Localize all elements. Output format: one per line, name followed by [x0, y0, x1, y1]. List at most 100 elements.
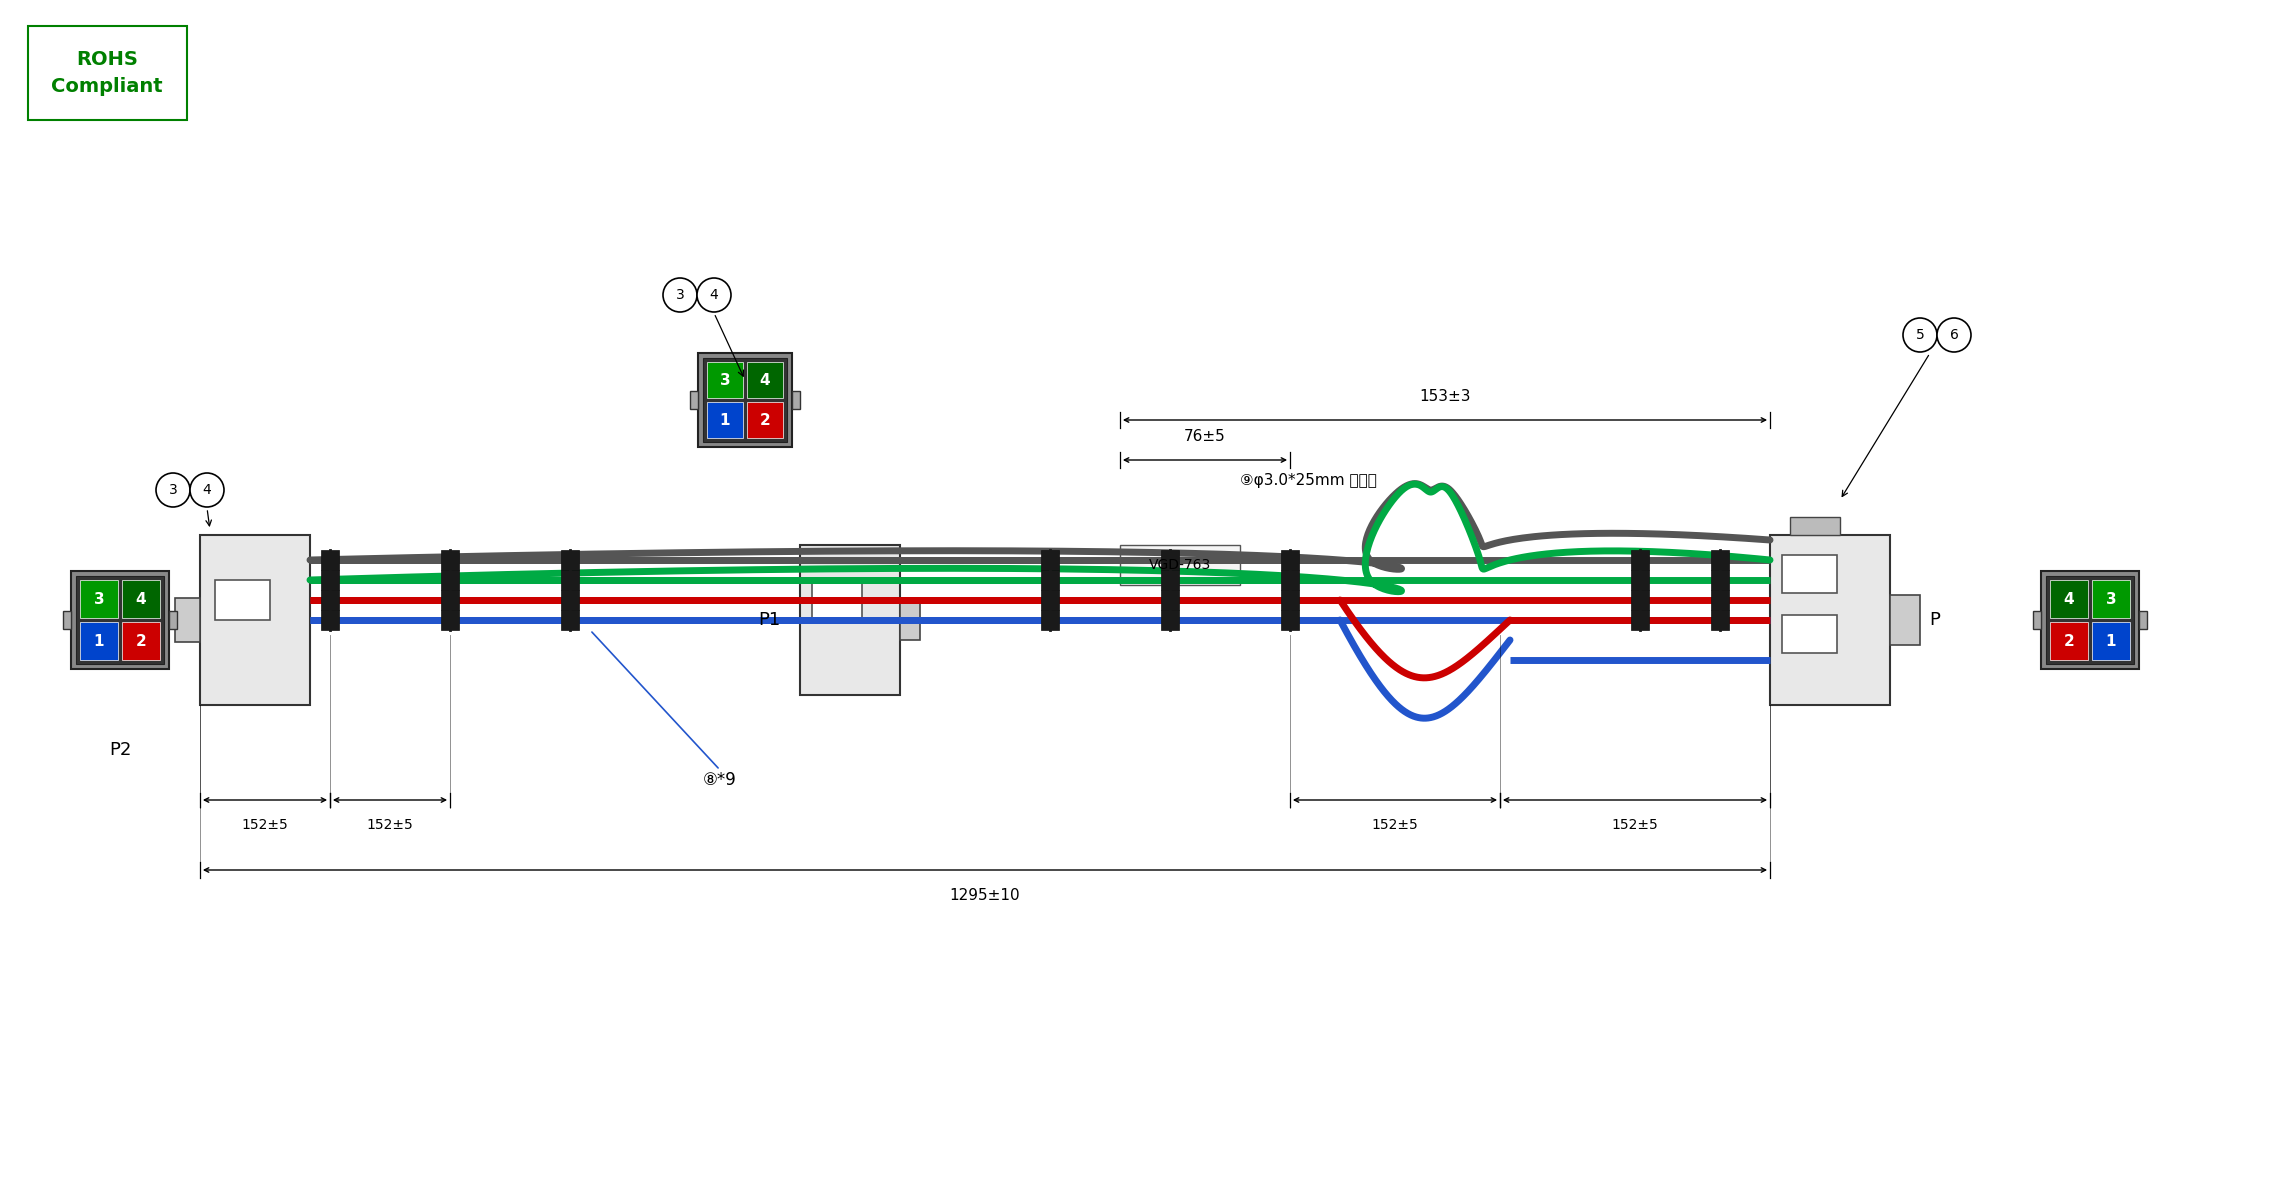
Text: 6: 6: [1948, 328, 1958, 342]
Text: ROHS
Compliant: ROHS Compliant: [50, 50, 163, 96]
Bar: [321, 550, 340, 570]
Bar: [560, 550, 578, 570]
Text: 2: 2: [135, 634, 147, 648]
Text: 4: 4: [760, 373, 771, 388]
Bar: [707, 402, 744, 438]
Bar: [1042, 550, 1058, 570]
Bar: [2033, 610, 2040, 629]
Bar: [1712, 570, 1728, 590]
Bar: [170, 610, 177, 629]
Bar: [1161, 570, 1180, 590]
Bar: [441, 610, 459, 631]
Circle shape: [156, 473, 190, 508]
Bar: [321, 610, 340, 631]
Bar: [200, 535, 310, 705]
Text: 5: 5: [1916, 328, 1926, 342]
Bar: [1769, 535, 1891, 705]
Text: 153±3: 153±3: [1418, 389, 1471, 405]
Text: 4: 4: [2063, 592, 2075, 607]
Bar: [1632, 570, 1650, 590]
Bar: [1632, 590, 1650, 610]
Bar: [560, 570, 578, 590]
Text: ⑨φ3.0*25mm 线号管: ⑨φ3.0*25mm 线号管: [1239, 472, 1377, 487]
Bar: [441, 570, 459, 590]
Bar: [1712, 590, 1728, 610]
Bar: [122, 580, 161, 618]
Text: 4: 4: [202, 483, 211, 497]
Circle shape: [190, 473, 225, 508]
Text: P: P: [1930, 610, 1942, 629]
Text: 152±5: 152±5: [367, 817, 413, 832]
Bar: [1891, 595, 1921, 645]
Text: 152±5: 152±5: [1611, 817, 1659, 832]
Bar: [707, 362, 744, 397]
Bar: [2049, 580, 2088, 618]
Bar: [1632, 550, 1650, 570]
Text: 76±5: 76±5: [1184, 429, 1226, 444]
Text: P1: P1: [757, 610, 780, 629]
Bar: [216, 580, 271, 620]
Bar: [2047, 576, 2134, 664]
Bar: [1281, 550, 1299, 570]
Bar: [1120, 545, 1239, 586]
Circle shape: [1903, 318, 1937, 353]
Bar: [746, 362, 783, 397]
Bar: [1042, 570, 1058, 590]
Bar: [80, 622, 117, 660]
Text: 1: 1: [721, 413, 730, 427]
Circle shape: [698, 278, 732, 312]
Bar: [1042, 590, 1058, 610]
Bar: [1632, 610, 1650, 631]
Bar: [76, 576, 163, 664]
Bar: [122, 622, 161, 660]
Bar: [2040, 571, 2139, 670]
Bar: [62, 610, 71, 629]
Text: VGD-763: VGD-763: [1150, 558, 1212, 573]
Text: 1295±10: 1295±10: [950, 888, 1021, 903]
Circle shape: [663, 278, 698, 312]
Bar: [1790, 517, 1841, 535]
Bar: [321, 570, 340, 590]
Bar: [1781, 555, 1836, 593]
Bar: [2093, 580, 2130, 618]
Bar: [1712, 550, 1728, 570]
Bar: [1161, 610, 1180, 631]
Text: 4: 4: [709, 287, 718, 302]
Text: 152±5: 152±5: [241, 817, 289, 832]
Text: ⑧*9: ⑧*9: [702, 771, 737, 789]
Text: 3: 3: [2107, 592, 2116, 607]
Bar: [441, 550, 459, 570]
Bar: [792, 392, 801, 409]
Bar: [174, 597, 200, 642]
Bar: [560, 610, 578, 631]
Bar: [321, 590, 340, 610]
Bar: [2093, 622, 2130, 660]
Bar: [812, 580, 863, 618]
Bar: [2049, 622, 2088, 660]
Text: 4: 4: [135, 592, 147, 607]
Text: P2: P2: [108, 741, 131, 759]
Circle shape: [1937, 318, 1971, 353]
Bar: [80, 580, 117, 618]
Text: 1: 1: [94, 634, 103, 648]
FancyBboxPatch shape: [28, 26, 186, 119]
Bar: [691, 392, 698, 409]
Bar: [698, 353, 792, 447]
Bar: [441, 590, 459, 610]
Text: 3: 3: [675, 287, 684, 302]
Bar: [746, 402, 783, 438]
Text: 1: 1: [2107, 634, 2116, 648]
Bar: [560, 590, 578, 610]
Text: 3: 3: [721, 373, 730, 388]
Bar: [1042, 610, 1058, 631]
Bar: [1161, 590, 1180, 610]
Bar: [702, 358, 787, 442]
Text: 2: 2: [760, 413, 771, 427]
Bar: [1281, 590, 1299, 610]
Bar: [900, 600, 920, 640]
Text: 3: 3: [94, 592, 103, 607]
Bar: [1281, 610, 1299, 631]
Text: 2: 2: [2063, 634, 2075, 648]
Text: 152±5: 152±5: [1372, 817, 1418, 832]
Bar: [1712, 610, 1728, 631]
